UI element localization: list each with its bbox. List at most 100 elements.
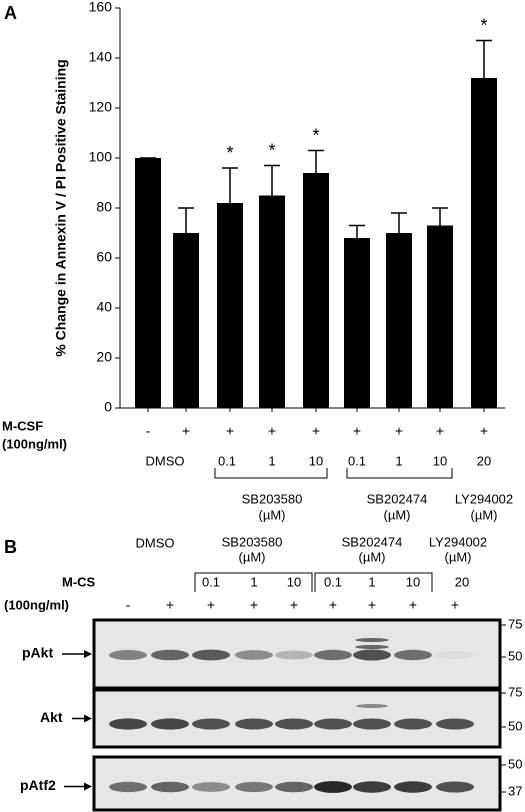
treatment-label: DMSO xyxy=(146,453,185,468)
group-name: LY294002 xyxy=(429,534,487,549)
error-bar xyxy=(432,207,448,226)
arrow-head xyxy=(84,714,92,723)
group-name: LY294002 xyxy=(455,491,513,506)
marker-label: 50 xyxy=(508,718,522,733)
band xyxy=(109,781,147,793)
brackets-a xyxy=(214,468,453,479)
band xyxy=(394,718,432,730)
mcsf-sign: + xyxy=(409,597,417,613)
blot xyxy=(92,688,502,749)
marker-label: 50 xyxy=(508,756,522,771)
arrow-head xyxy=(84,650,92,658)
y-tick-label: 0 xyxy=(104,399,112,415)
mcsf-sign: - xyxy=(126,597,131,613)
band xyxy=(109,650,147,660)
blots xyxy=(92,618,502,812)
band xyxy=(275,781,313,793)
error-bar xyxy=(391,212,407,233)
band xyxy=(356,704,388,708)
significance-marker: * xyxy=(268,140,275,160)
treatment-label: 0.1 xyxy=(218,453,236,468)
mcsf-sign: + xyxy=(353,423,361,439)
mcsf-sign: - xyxy=(146,423,151,439)
bracket xyxy=(214,468,328,479)
y-tick-label: 100 xyxy=(89,149,113,165)
band xyxy=(151,718,189,730)
group-name: SB202474 xyxy=(367,491,428,506)
mcsf-sign: + xyxy=(368,597,376,613)
band xyxy=(192,718,230,730)
y-tick-label: 80 xyxy=(96,199,112,215)
error-bar xyxy=(308,149,324,173)
band xyxy=(314,781,352,793)
mcsf-sign: + xyxy=(451,597,459,613)
group-name: SB203580 xyxy=(222,534,283,549)
dose-label: 20 xyxy=(455,574,469,589)
mcsf-sign: + xyxy=(250,597,258,613)
band xyxy=(436,650,474,660)
mcsf-unit: (100ng/ml) xyxy=(4,597,69,612)
mcsf-sign: + xyxy=(226,423,234,439)
mcsf-sign: + xyxy=(436,423,444,439)
group-unit: (µM) xyxy=(359,549,386,564)
y-axis-title: % Change in Annexin V / PI Positive Stai… xyxy=(53,59,69,356)
mcsf-sign: + xyxy=(268,423,276,439)
treatment-label: 20 xyxy=(477,453,491,468)
dose-label: 0.1 xyxy=(324,574,342,589)
band xyxy=(109,718,147,730)
marker-label: 75 xyxy=(508,684,522,699)
mcsf-label: M-CS xyxy=(62,574,96,589)
y-tick-label: 160 xyxy=(89,0,113,15)
band xyxy=(275,650,313,660)
error-bar xyxy=(476,39,492,78)
group-unit: (µM) xyxy=(259,507,286,522)
mcsf-sign: + xyxy=(182,423,190,439)
marker-label: 50 xyxy=(508,648,522,663)
significance-marker: * xyxy=(480,15,487,35)
error-bar xyxy=(222,167,238,203)
arrow-head xyxy=(84,782,92,791)
bar xyxy=(217,203,243,408)
treatment-label: 1 xyxy=(395,453,402,468)
band xyxy=(275,718,313,730)
group-name: SB203580 xyxy=(242,491,303,506)
mcsf-sign: + xyxy=(207,597,215,613)
bar xyxy=(427,225,453,408)
error-bar xyxy=(349,224,365,238)
y-tick-label: 120 xyxy=(89,99,113,115)
dose-label: 1 xyxy=(368,574,375,589)
brackets-b xyxy=(194,572,433,592)
error-bar xyxy=(178,207,194,233)
band xyxy=(436,718,474,730)
marker-label: 75 xyxy=(508,616,522,631)
bar xyxy=(344,238,370,408)
mcsf-sign: + xyxy=(290,597,298,613)
marker-label: 37 xyxy=(508,783,522,798)
group-unit: (µM) xyxy=(445,549,472,564)
significance-marker: * xyxy=(226,143,233,163)
bar xyxy=(386,233,412,408)
group-unit: (µM) xyxy=(239,549,266,564)
significance-marker: * xyxy=(312,125,319,145)
mcsf-sign: + xyxy=(329,597,337,613)
y-tick-label: 40 xyxy=(96,299,112,315)
band xyxy=(235,718,273,730)
bar xyxy=(471,78,497,408)
panel-label: B xyxy=(4,537,17,557)
bar xyxy=(173,233,199,408)
band xyxy=(235,781,273,793)
bar xyxy=(135,158,161,408)
blot-label: Akt xyxy=(40,709,63,725)
dose-label: 10 xyxy=(406,574,420,589)
group-name: SB202474 xyxy=(342,534,403,549)
blot-label: pAtf2 xyxy=(20,777,56,793)
dose-label: 10 xyxy=(287,574,301,589)
band xyxy=(151,781,189,793)
band xyxy=(353,781,391,793)
band xyxy=(353,649,391,661)
error-bar xyxy=(264,164,280,196)
band xyxy=(394,781,432,793)
mcsf-sign: + xyxy=(395,423,403,439)
y-tick-label: 140 xyxy=(89,49,113,65)
